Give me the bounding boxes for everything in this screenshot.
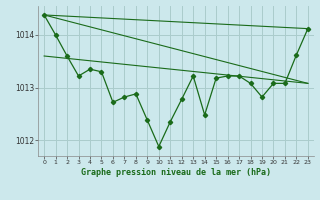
X-axis label: Graphe pression niveau de la mer (hPa): Graphe pression niveau de la mer (hPa) xyxy=(81,168,271,177)
